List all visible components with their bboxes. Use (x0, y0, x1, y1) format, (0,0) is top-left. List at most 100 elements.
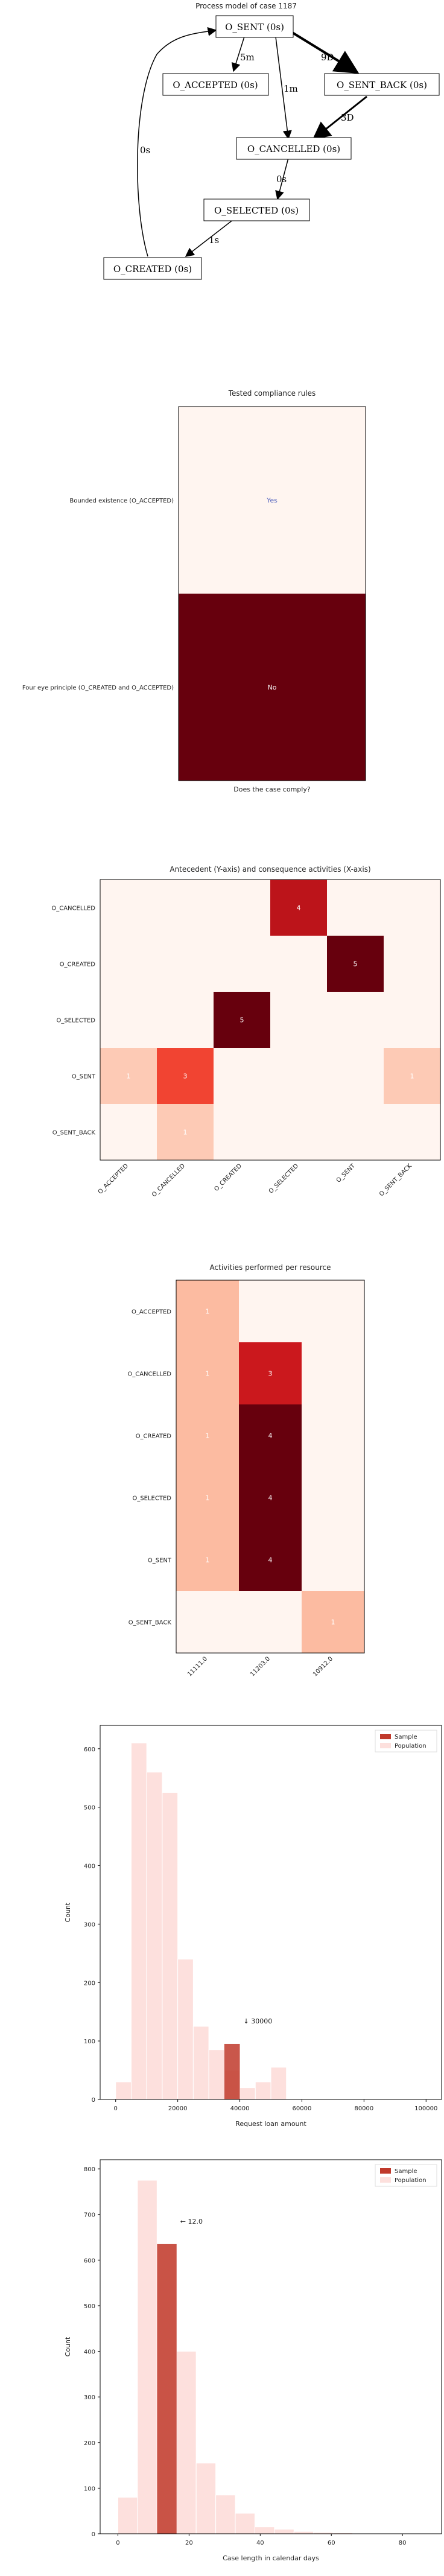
edge-label-sent-cancelled: 1m (284, 83, 298, 94)
heatmap-cell (384, 1048, 440, 1104)
heatmap-cell (214, 992, 270, 1048)
heatmap-cell (157, 992, 214, 1048)
heatmap-cell (239, 1404, 302, 1467)
y-tick-label: 600 (84, 1746, 95, 1753)
cell-value: 4 (268, 1432, 273, 1440)
heatmap-cell (176, 1342, 239, 1404)
heatmap-cell (100, 1104, 157, 1160)
col-tick-label: 10912.0 (312, 1655, 334, 1678)
heatmap-cell (239, 1342, 302, 1404)
heatmap-cell (157, 880, 214, 936)
legend-swatch-sample (380, 1734, 391, 1739)
row-tick-label: O_SELECTED (132, 1496, 171, 1502)
plot-frame (100, 2159, 442, 2534)
x-tick-label: 40000 (230, 2105, 250, 2112)
population-bar (270, 2067, 287, 2100)
heatmap-cell (100, 880, 157, 936)
row-tick-label: O_SENT (72, 1074, 96, 1080)
edge-label-selected-created: 1s (209, 235, 219, 246)
y-tick-label: 0 (92, 2097, 95, 2104)
edge-label-sentback-cancelled: 3D (341, 112, 354, 123)
heatmap-cell (302, 1280, 364, 1342)
heatmap-cell (214, 1104, 270, 1160)
row-tick-label: Four eye principle (O_CREATED and O_ACCE… (22, 685, 174, 691)
chart-title: Tested compliance rules (228, 389, 316, 398)
process-model-graph: Process model of case 1187 5m 1m 9D 3D 0… (103, 2, 440, 280)
plot-frame (178, 406, 366, 781)
heatmap-cell (239, 1280, 302, 1342)
row-tick-label: O_CREATED (136, 1433, 172, 1440)
edge-label-created-sent: 0s (140, 145, 150, 156)
y-tick-label: 500 (84, 1805, 95, 1812)
antecedent-heatmap: Antecedent (Y-axis) and consequence acti… (51, 865, 441, 1198)
y-tick-label: 600 (84, 2257, 95, 2264)
y-tick-label: 500 (84, 2303, 95, 2310)
cell-value: 4 (297, 904, 301, 912)
legend-label-population: Population (395, 2177, 427, 2184)
compliance-panel: Tested compliance rules Yes Bounded existe… (0, 380, 444, 802)
edge-created-sent (137, 27, 217, 257)
heatmap-cell (157, 1104, 214, 1160)
heatmap-cell (302, 1467, 364, 1529)
cell-label: No (268, 684, 277, 691)
population-bar (274, 2528, 294, 2534)
node-label: O_SELECTED (0s) (214, 205, 299, 216)
col-tick-label: 11111.0 (186, 1655, 209, 1678)
y-axis-label: Count (64, 1902, 72, 1922)
population-bar (235, 2513, 255, 2534)
x-tick-label: 0 (116, 2540, 119, 2546)
col-tick-label: O_ACCEPTED (97, 1163, 130, 1196)
edge-sent-cancelled (274, 27, 292, 140)
sample-bar (224, 2043, 240, 2099)
population-bar (208, 2049, 225, 2100)
edge-selected-created (185, 217, 237, 257)
y-tick-label: 700 (84, 2212, 95, 2219)
edge-label-cancelled-selected: 0s (276, 174, 287, 185)
legend-swatch-population (380, 2177, 391, 2183)
row-tick-label: Bounded existence (O_ACCEPTED) (69, 498, 174, 504)
y-tick-label: 800 (84, 2166, 95, 2173)
loan-histogram: ↓ 30000 0 20000 40000 60000 80000 100000 0 100 20… (64, 1725, 442, 2128)
process-model-title: Process model of case 1187 (195, 2, 297, 10)
x-tick-label: 40 (256, 2540, 264, 2546)
heatmap-cell (100, 1048, 157, 1104)
cell-value: 5 (354, 960, 358, 968)
population-bar (117, 2497, 138, 2534)
x-tick-label: 20000 (168, 2105, 188, 2112)
col-tick-label: O_SENT_BACK (378, 1163, 413, 1198)
cell-value: 1 (206, 1370, 210, 1378)
col-tick-label: 11203.0 (249, 1655, 271, 1678)
x-axis-label: Request loan amount (235, 2120, 306, 2128)
heatmap-cell (176, 1467, 239, 1529)
population-bar (239, 2087, 256, 2100)
heatmap-cell (302, 1404, 364, 1467)
node-o-selected: O_SELECTED (0s) (203, 198, 310, 221)
cell-label: Yes (266, 496, 278, 504)
sample-bar (157, 2244, 177, 2534)
node-o-accepted: O_ACCEPTED (0s) (162, 73, 269, 96)
row-tick-label: O_CANCELLED (51, 906, 95, 912)
population-bar (195, 2463, 217, 2534)
node-label: O_SENT_BACK (0s) (337, 80, 427, 90)
x-axis-label: Does the case comply? (233, 785, 311, 793)
cell-value: 4 (268, 1556, 273, 1564)
population-bar (130, 1742, 147, 2100)
population-bar (177, 1959, 194, 2100)
y-tick-label: 100 (84, 2038, 95, 2045)
cell-value: 1 (410, 1073, 414, 1080)
col-tick-label: O_CANCELLED (151, 1163, 186, 1198)
heatmap-cell (384, 880, 440, 936)
y-tick-label: 200 (84, 2440, 95, 2447)
heatmap-cell (214, 880, 270, 936)
edge-sent-sentback (282, 26, 360, 74)
heatmap-cell (327, 992, 384, 1048)
cell-value: 1 (183, 1129, 188, 1137)
x-tick-label: 60 (328, 2540, 335, 2546)
plot-frame (176, 1280, 365, 1654)
heatmap-cell (176, 1404, 239, 1467)
sample-annotation: ↓ 30000 (244, 2017, 273, 2025)
legend-swatch-population (380, 1743, 391, 1748)
row-tick-label: O_ACCEPTED (132, 1309, 171, 1316)
process-model-panel: Process model of case 1187 5m 1m 9D 3D 0… (0, 0, 444, 284)
node-o-sent: O_SENT (0s) (215, 15, 294, 38)
